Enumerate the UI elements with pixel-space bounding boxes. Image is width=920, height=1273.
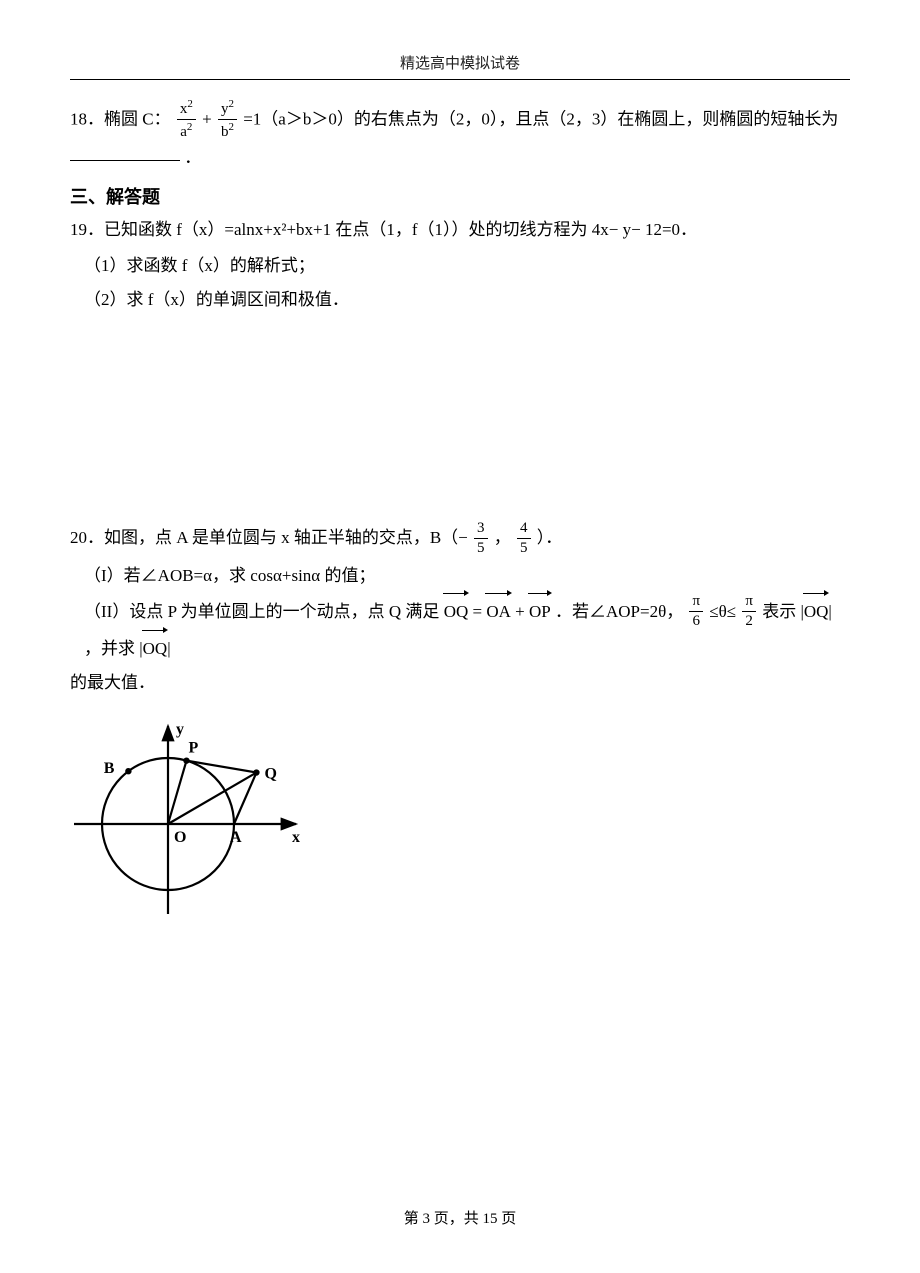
frac-pi-6-num: π: [689, 594, 703, 612]
frac-4-5-den: 5: [517, 539, 531, 556]
spacer: [70, 317, 850, 517]
frac-3-5-den: 5: [474, 539, 488, 556]
vec-oq-mag2: OQ: [143, 630, 168, 666]
q19-part2: （2）求 f（x）的单调区间和极值．: [70, 283, 850, 317]
unit-circle-diagram: y x O A B P Q: [70, 706, 300, 920]
q18-eqtext: =1（a＞b＞0）的右焦点为（2，0），且点（2，3）在椭圆上，则椭圆的短轴长为: [243, 109, 838, 128]
frac-pi-2-den: 2: [742, 612, 756, 629]
vec-op: OP: [529, 593, 551, 629]
footer-suffix: 页: [498, 1211, 517, 1227]
q20-part2-c: 表示: [762, 602, 796, 621]
footer-page: 3: [422, 1211, 430, 1227]
q20-line1-b: ，: [494, 528, 511, 547]
sup-2: 2: [187, 98, 193, 110]
sup-2d: 2: [228, 121, 234, 133]
svg-text:y: y: [176, 721, 184, 738]
q18-period: ．: [184, 148, 201, 167]
mag-close: |: [828, 602, 831, 621]
q18-label: 18．椭圆 C：: [70, 109, 171, 128]
q20-line1-a: 20．如图，点 A 是单位圆与 x 轴正半轴的交点，B（−: [70, 528, 468, 547]
q20-part2-e: 的最大值．: [70, 666, 850, 700]
frac-pi-2-num: π: [742, 594, 756, 612]
sup-2c: 2: [228, 98, 234, 110]
q18-blank: [70, 160, 180, 161]
vec-oq-text: OQ: [444, 602, 469, 621]
frac-3-5-num: 3: [474, 521, 488, 539]
plus-sign: +: [202, 109, 212, 128]
frac-pi-6-den: 6: [689, 612, 703, 629]
q19-part1: （1）求函数 f（x）的解析式；: [70, 249, 850, 283]
frac-x2-a2: x2 a2: [177, 99, 196, 140]
mag-close2: |: [167, 639, 170, 658]
section-3-title: 三、解答题: [70, 183, 850, 209]
vec-oa-text: OA: [486, 602, 511, 621]
vec-oq: OQ: [444, 593, 469, 629]
frac-4-5-num: 4: [517, 521, 531, 539]
q20-line1-c: ）．: [537, 528, 563, 547]
svg-text:Q: Q: [264, 766, 276, 783]
vec-op-text: OP: [529, 602, 551, 621]
frac-3-5: 3 5: [474, 521, 488, 556]
q20-le1: ≤θ≤: [709, 602, 736, 621]
frac-pi-2: π 2: [742, 594, 756, 629]
svg-text:A: A: [230, 829, 242, 846]
vec-oq-mag-text: OQ: [804, 602, 829, 621]
q19-line1: 19．已知函数 f（x）=alnx+x²+bx+1 在点（1，f（1））处的切线…: [70, 213, 850, 247]
footer-total: 15: [483, 1211, 498, 1227]
q20-part2-b: ．若∠AOP=2θ，: [555, 602, 683, 621]
svg-text:B: B: [104, 760, 115, 777]
frac-pi-6: π 6: [689, 594, 703, 629]
frac-y2-b2: y2 b2: [218, 99, 237, 140]
q20-part2: （II）设点 P 为单位圆上的一个动点，点 Q 满足 OQ = OA + OP …: [70, 593, 850, 667]
q20-part1: （I）若∠AOB=α，求 cosα+sinα 的值；: [70, 559, 850, 593]
q20-part2-a: （II）设点 P 为单位圆上的一个动点，点 Q 满足: [84, 602, 439, 621]
q18: 18．椭圆 C： x2 a2 + y2 b2 =1（a＞b＞0）的右焦点为（2，…: [70, 100, 850, 175]
page-header: 精选高中模拟试卷: [70, 52, 850, 79]
vec-oa: OA: [486, 593, 511, 629]
footer-mid: 页，共: [430, 1211, 483, 1227]
vec-oq-mag2-text: OQ: [143, 639, 168, 658]
eq-sign: =: [473, 602, 483, 621]
page-footer: 第 3 页，共 15 页: [0, 1207, 920, 1228]
plus-sign2: +: [515, 602, 525, 621]
q20-part2-d: ，并求: [84, 639, 135, 658]
header-rule: [70, 79, 850, 80]
footer-prefix: 第: [404, 1211, 423, 1227]
svg-text:x: x: [292, 829, 300, 846]
frac-x2-a2-den-base: a: [180, 124, 187, 140]
frac-4-5: 4 5: [517, 521, 531, 556]
vec-oq-mag: OQ: [804, 593, 829, 629]
unit-circle-diagram-wrap: y x O A B P Q: [70, 706, 850, 925]
svg-text:O: O: [174, 829, 186, 846]
sup-2b: 2: [187, 121, 193, 133]
svg-text:P: P: [188, 740, 198, 757]
q20-line1: 20．如图，点 A 是单位圆与 x 轴正半轴的交点，B（− 3 5 ， 4 5 …: [70, 521, 850, 557]
